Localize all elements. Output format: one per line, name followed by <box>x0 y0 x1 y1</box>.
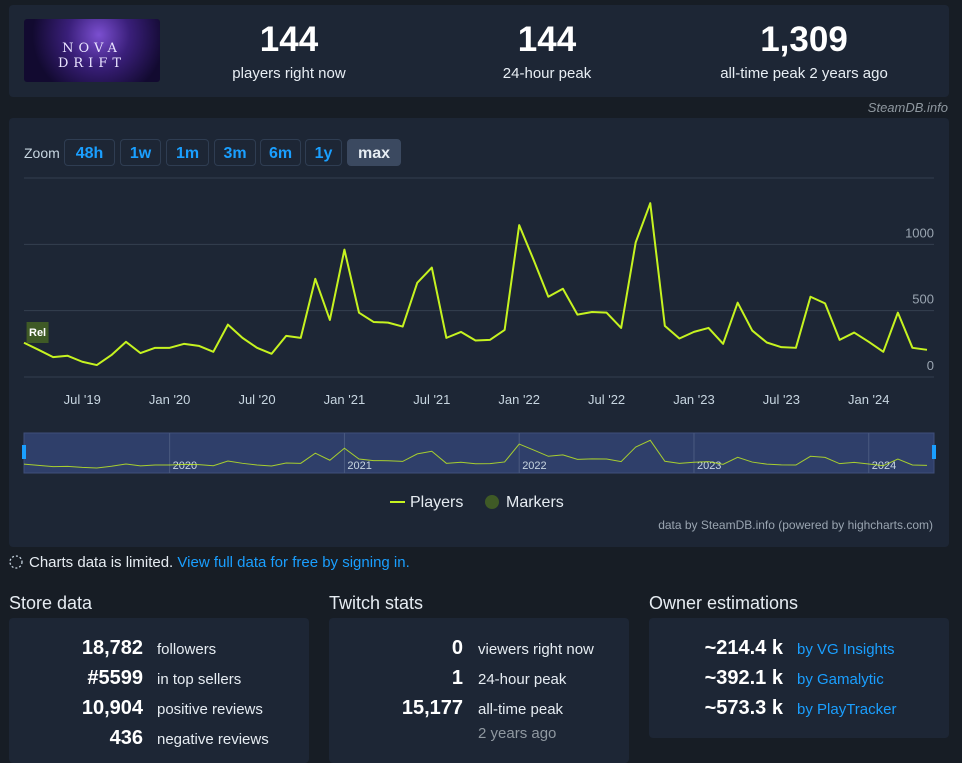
x-tick-label: Jan '22 <box>498 392 540 407</box>
header-panel <box>9 5 949 97</box>
legend-label: Players <box>410 494 463 511</box>
zoom-button[interactable]: max <box>347 139 401 166</box>
game-logo: NOVA DRIFT <box>24 19 160 82</box>
x-tick-label: Jul '23 <box>763 392 800 407</box>
stat-value: 144 <box>259 20 319 59</box>
section-title: Store data <box>9 593 93 613</box>
chart: 0 500 1000 Jul '19 Jan '20 Jul '20 Jan '21 Jul … <box>22 177 936 532</box>
row-value: 18,782 <box>81 637 143 659</box>
navigator-handle <box>932 445 936 459</box>
row-label: positive reviews <box>157 701 263 718</box>
row-value: ~214.4 k <box>704 637 783 659</box>
navigator <box>23 432 935 474</box>
x-tick-label: Jul '19 <box>64 392 101 407</box>
navigator-line <box>23 439 928 469</box>
row-label: viewers right now <box>478 641 594 658</box>
notice-text: Charts data is limited. <box>29 554 174 571</box>
section-title: Owner estimations <box>649 593 799 613</box>
y-tick-label: 1000 <box>905 225 934 240</box>
row-value: 15,177 <box>401 697 463 719</box>
section-title: Twitch stats <box>329 593 424 613</box>
legend-label: Markers <box>506 494 564 511</box>
twitch-note: 2 years ago <box>478 725 557 742</box>
row-value: #5599 <box>87 667 143 689</box>
navigator-handle <box>22 445 26 459</box>
stat-value: 1,309 <box>760 20 848 59</box>
store-panel <box>9 618 309 763</box>
zoom-button[interactable]: 6m <box>260 139 301 166</box>
zoom-button[interactable]: 48h <box>64 139 115 166</box>
row-label: negative reviews <box>157 731 269 748</box>
row-label: in top sellers <box>157 671 242 688</box>
row-label: all-time peak <box>478 701 564 718</box>
stat-label: 24-hour peak <box>502 65 592 82</box>
navigator-label: 2022 <box>522 460 546 472</box>
marker <box>26 322 49 343</box>
x-tick-label: Jul '21 <box>413 392 450 407</box>
row-label[interactable]: by PlayTracker <box>797 701 897 718</box>
credits: data by SteamDB.info (powered by highcha… <box>658 518 933 532</box>
source-label: SteamDB.info <box>867 100 948 115</box>
row-label[interactable]: by Gamalytic <box>797 671 884 688</box>
x-tick-label: Jan '23 <box>673 392 715 407</box>
logo-text: NOVA DRIFT <box>57 41 127 71</box>
chart-panel <box>9 118 949 547</box>
notice-link[interactable]: View full data for free by signing in. <box>177 554 410 571</box>
row-value: 0 <box>451 637 463 659</box>
row-label: 24-hour peak <box>478 671 567 688</box>
y-tick-label: 0 <box>927 358 934 373</box>
row-value: ~392.1 k <box>704 667 783 689</box>
legend-symbol <box>485 495 499 509</box>
row-value: 436 <box>109 727 143 749</box>
x-tick-label: Jul '22 <box>588 392 625 407</box>
x-tick-label: Jan '24 <box>848 392 890 407</box>
marker-label: Rel <box>29 327 46 339</box>
notice-icon <box>9 555 23 569</box>
row-value: ~573.3 k <box>704 697 783 719</box>
stat-value: 144 <box>517 20 577 59</box>
zoom-label: Zoom <box>24 145 60 161</box>
x-tick-label: Jul '20 <box>238 392 275 407</box>
twitch-panel <box>329 618 629 763</box>
stat-label: players right now <box>232 65 346 82</box>
zoom-button[interactable]: 1m <box>166 139 209 166</box>
zoom-button[interactable]: 1w <box>120 139 161 166</box>
navigator-label: 2021 <box>347 460 371 472</box>
navigator-label: 2020 <box>173 460 197 472</box>
stat-label: all-time peak 2 years ago <box>720 65 888 82</box>
row-label: followers <box>157 641 217 658</box>
notice: Charts data is limited. View full data f… <box>29 554 410 571</box>
series-line <box>23 202 928 367</box>
zoom-button[interactable]: 3m <box>214 139 256 166</box>
owner-panel <box>649 618 949 738</box>
row-value: 1 <box>451 667 463 689</box>
x-tick-label: Jan '20 <box>149 392 191 407</box>
y-tick-label: 500 <box>912 292 934 307</box>
row-value: 10,904 <box>81 697 143 719</box>
x-tick-label: Jan '21 <box>324 392 366 407</box>
zoom-button[interactable]: 1y <box>305 139 342 166</box>
row-label[interactable]: by VG Insights <box>797 641 895 658</box>
